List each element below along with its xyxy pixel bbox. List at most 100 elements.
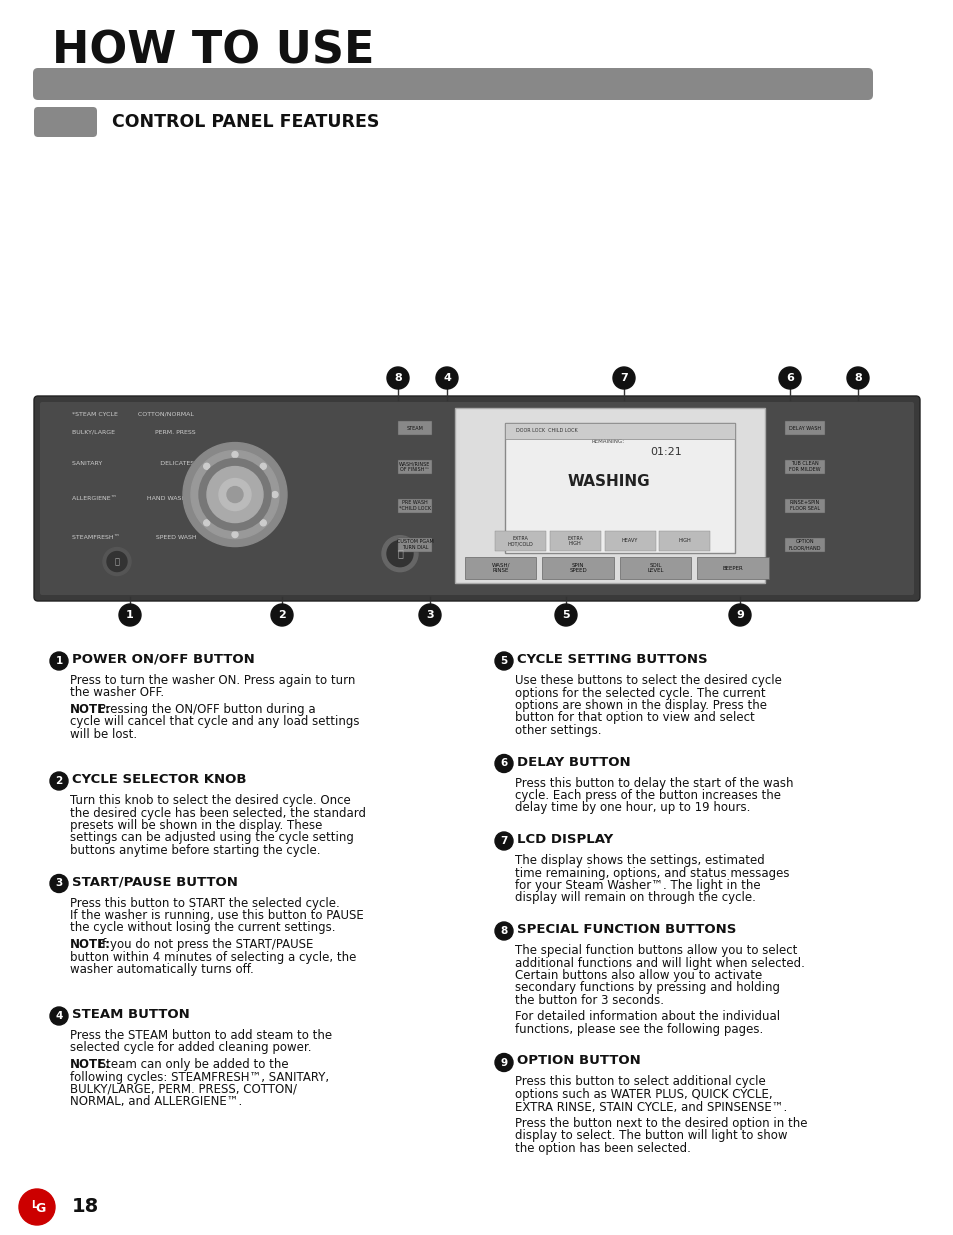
Circle shape bbox=[107, 552, 127, 572]
Bar bbox=[542, 557, 614, 579]
Text: 1: 1 bbox=[55, 656, 63, 666]
Text: presets will be shown in the display. These: presets will be shown in the display. Th… bbox=[70, 819, 322, 832]
Text: ALLERGIENE™               HAND WASH/WOOL: ALLERGIENE™ HAND WASH/WOOL bbox=[71, 495, 208, 501]
Text: 5: 5 bbox=[561, 610, 569, 620]
Bar bbox=[455, 408, 764, 583]
Circle shape bbox=[207, 467, 263, 522]
Text: Press this button to START the selected cycle.: Press this button to START the selected … bbox=[70, 897, 339, 909]
Circle shape bbox=[495, 832, 513, 850]
Circle shape bbox=[204, 520, 210, 526]
Bar bbox=[659, 531, 710, 551]
Circle shape bbox=[204, 463, 210, 469]
Text: LCD DISPLAY: LCD DISPLAY bbox=[517, 832, 613, 846]
Text: 18: 18 bbox=[71, 1198, 99, 1216]
Text: 6: 6 bbox=[500, 758, 507, 768]
Circle shape bbox=[50, 772, 68, 790]
Text: Press to turn the washer ON. Press again to turn: Press to turn the washer ON. Press again… bbox=[70, 674, 355, 687]
Text: following cycles: STEAMFRESH™, SANITARY,: following cycles: STEAMFRESH™, SANITARY, bbox=[70, 1071, 329, 1083]
Text: CUSTOM PGAM
TURN DIAL: CUSTOM PGAM TURN DIAL bbox=[396, 540, 433, 550]
Text: ⏻: ⏻ bbox=[114, 557, 119, 566]
Text: 8: 8 bbox=[394, 373, 401, 383]
Circle shape bbox=[50, 874, 68, 893]
Text: SPIN
SPEED: SPIN SPEED bbox=[569, 563, 586, 573]
Text: 3: 3 bbox=[426, 610, 434, 620]
Text: 7: 7 bbox=[619, 373, 627, 383]
Text: 2: 2 bbox=[278, 610, 286, 620]
Text: Use these buttons to select the desired cycle: Use these buttons to select the desired … bbox=[515, 674, 781, 687]
Text: OPTION BUTTON: OPTION BUTTON bbox=[517, 1055, 640, 1067]
Text: The special function buttons allow you to select: The special function buttons allow you t… bbox=[515, 944, 797, 957]
Text: 9: 9 bbox=[500, 1057, 507, 1067]
Text: START/PAUSE BUTTON: START/PAUSE BUTTON bbox=[71, 876, 237, 888]
FancyBboxPatch shape bbox=[34, 107, 97, 137]
Circle shape bbox=[418, 604, 440, 626]
Text: If the washer is running, use this button to PAUSE: If the washer is running, use this butto… bbox=[70, 909, 363, 923]
Text: additional functions and will light when selected.: additional functions and will light when… bbox=[515, 956, 804, 969]
Text: Press the STEAM button to add steam to the: Press the STEAM button to add steam to t… bbox=[70, 1029, 332, 1042]
Circle shape bbox=[381, 536, 417, 572]
Bar bbox=[397, 421, 432, 435]
Text: Certain buttons also allow you to activate: Certain buttons also allow you to activa… bbox=[515, 969, 761, 982]
Text: Pressing the ON/OFF button during a: Pressing the ON/OFF button during a bbox=[95, 703, 315, 716]
Text: HEAVY: HEAVY bbox=[621, 538, 638, 543]
Text: the washer OFF.: the washer OFF. bbox=[70, 687, 164, 699]
Bar bbox=[604, 531, 655, 551]
Bar bbox=[697, 557, 768, 579]
Text: the button for 3 seconds.: the button for 3 seconds. bbox=[515, 994, 663, 1007]
Text: cycle will cancel that cycle and any load settings: cycle will cancel that cycle and any loa… bbox=[70, 715, 359, 729]
Text: DOOR LOCK  CHILD LOCK: DOOR LOCK CHILD LOCK bbox=[515, 429, 577, 433]
Text: functions, please see the following pages.: functions, please see the following page… bbox=[515, 1023, 762, 1036]
Text: Steam can only be added to the: Steam can only be added to the bbox=[95, 1058, 289, 1071]
Text: 8: 8 bbox=[853, 373, 861, 383]
Text: G: G bbox=[36, 1203, 46, 1215]
Text: BULKY/LARGE, PERM. PRESS, COTTON/: BULKY/LARGE, PERM. PRESS, COTTON/ bbox=[70, 1083, 296, 1095]
Text: NOTE:: NOTE: bbox=[70, 1058, 111, 1071]
Text: cycle. Each press of the button increases the: cycle. Each press of the button increase… bbox=[515, 789, 781, 802]
Text: OPTION
FLOOR/HAND: OPTION FLOOR/HAND bbox=[788, 540, 821, 550]
Bar bbox=[504, 424, 734, 553]
Text: 1: 1 bbox=[126, 610, 133, 620]
Text: for your Steam Washer™. The light in the: for your Steam Washer™. The light in the bbox=[515, 879, 760, 892]
Bar bbox=[784, 421, 824, 435]
Text: EST. TIME
REMAINING:: EST. TIME REMAINING: bbox=[591, 433, 624, 445]
Text: RINSE+SPIN
FLOOR SEAL: RINSE+SPIN FLOOR SEAL bbox=[789, 500, 820, 511]
Text: EXTRA
HIGH: EXTRA HIGH bbox=[567, 536, 582, 546]
Text: STEAMFRESH™                  SPEED WASH: STEAMFRESH™ SPEED WASH bbox=[71, 536, 196, 541]
Text: *STEAM CYCLE          COTTON/NORMAL: *STEAM CYCLE COTTON/NORMAL bbox=[71, 411, 193, 416]
Text: the desired cycle has been selected, the standard: the desired cycle has been selected, the… bbox=[70, 806, 366, 820]
Text: buttons anytime before starting the cycle.: buttons anytime before starting the cycl… bbox=[70, 844, 320, 857]
Text: options are shown in the display. Press the: options are shown in the display. Press … bbox=[515, 699, 766, 713]
Circle shape bbox=[779, 367, 801, 389]
Circle shape bbox=[272, 492, 277, 498]
Text: DELAY BUTTON: DELAY BUTTON bbox=[517, 756, 630, 768]
Circle shape bbox=[495, 755, 513, 773]
Circle shape bbox=[103, 547, 131, 576]
Text: BULKY/LARGE                    PERM. PRESS: BULKY/LARGE PERM. PRESS bbox=[71, 429, 195, 433]
Circle shape bbox=[50, 1007, 68, 1025]
Circle shape bbox=[199, 458, 271, 531]
Text: PRE WASH
*CHILD LOCK: PRE WASH *CHILD LOCK bbox=[398, 500, 431, 511]
Text: Turn this knob to select the desired cycle. Once: Turn this knob to select the desired cyc… bbox=[70, 794, 351, 806]
Bar bbox=[397, 459, 432, 474]
Text: time remaining, options, and status messages: time remaining, options, and status mess… bbox=[515, 867, 789, 879]
Text: 6: 6 bbox=[785, 373, 793, 383]
FancyBboxPatch shape bbox=[33, 68, 872, 100]
Bar bbox=[504, 424, 734, 438]
Circle shape bbox=[232, 452, 237, 457]
Text: NOTE:: NOTE: bbox=[70, 939, 111, 951]
Bar bbox=[464, 557, 536, 579]
Text: WASHING: WASHING bbox=[567, 474, 649, 489]
Text: 3: 3 bbox=[55, 878, 63, 888]
Text: 7: 7 bbox=[499, 836, 507, 846]
Text: options for the selected cycle. The current: options for the selected cycle. The curr… bbox=[515, 687, 765, 699]
Circle shape bbox=[387, 367, 409, 389]
Bar bbox=[397, 499, 432, 513]
Circle shape bbox=[728, 604, 750, 626]
Text: SOIL
LEVEL: SOIL LEVEL bbox=[647, 563, 663, 573]
Circle shape bbox=[19, 1189, 55, 1225]
FancyBboxPatch shape bbox=[40, 403, 913, 595]
Text: ⏩: ⏩ bbox=[396, 548, 402, 558]
Text: SPECIAL FUNCTION BUTTONS: SPECIAL FUNCTION BUTTONS bbox=[517, 923, 736, 936]
Text: button for that option to view and select: button for that option to view and selec… bbox=[515, 711, 754, 725]
Text: WASH/
RINSE: WASH/ RINSE bbox=[491, 563, 510, 573]
